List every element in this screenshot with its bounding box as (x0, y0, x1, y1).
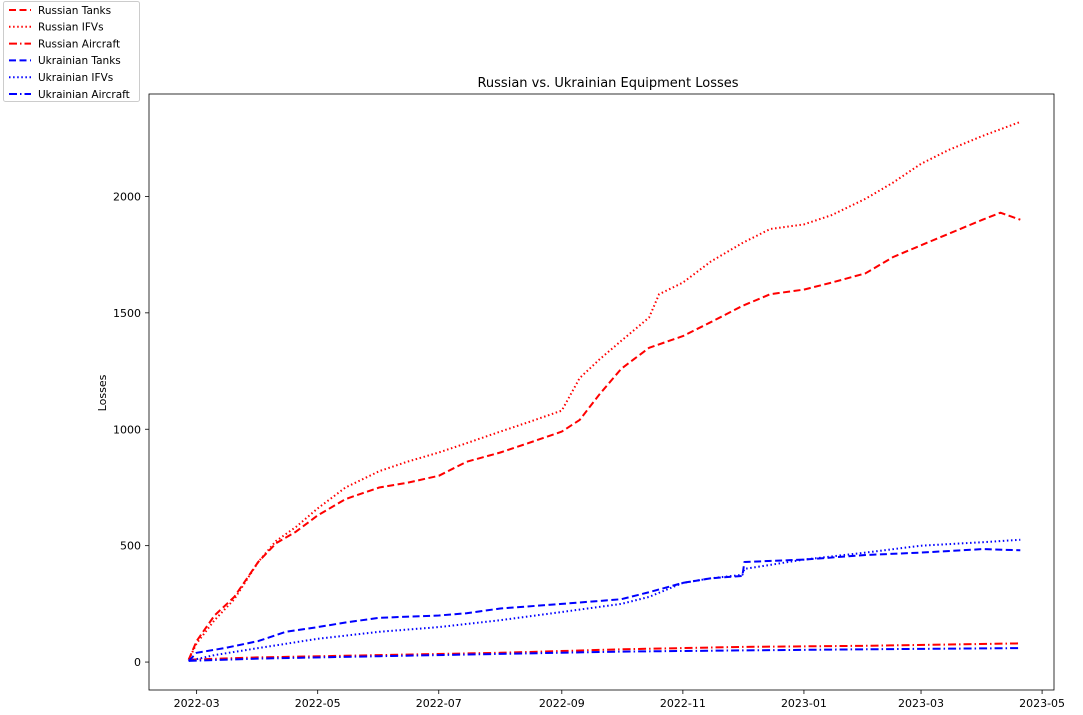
plot-area: 2022-03 2022-05 2022-07 2022-09 2022-11 2023-… (113, 93, 1065, 710)
series-line-3 (188, 642, 1021, 661)
x-tick-label-7: 2023-03 (898, 697, 944, 710)
y-tick-label-3: 1000 (113, 423, 141, 436)
series-line-6 (188, 647, 1021, 662)
x-tick-label-3: 2022-07 (416, 697, 462, 710)
legend-label-5: Ukrainian IFVs (38, 72, 113, 84)
legend-label-4: Ukrainian Tanks (38, 55, 121, 67)
y-tick-label-4: 1500 (113, 307, 141, 320)
x-tick-label-4: 2022-09 (539, 697, 585, 710)
x-tick-label-8: 2023-05 (1019, 697, 1065, 710)
series-line-2 (187, 120, 1021, 661)
chart-title: Russian vs. Ukrainian Equipment Losses (477, 76, 738, 91)
y-tick-label-5: 2000 (113, 190, 141, 203)
legend-box (3, 1, 140, 102)
series-line-4 (187, 548, 1021, 662)
y-axis-label: Losses (96, 374, 109, 411)
legend-label-1: Russian Tanks (38, 5, 111, 17)
x-tick-label-5: 2022-11 (660, 697, 706, 710)
legend-label-3: Russian Aircraft (38, 38, 120, 50)
series-line-1 (187, 211, 1021, 661)
legend: Russian Tanks Russian IFVs Russian Aircraf… (3, 1, 140, 102)
x-tick-label-6: 2023-01 (781, 697, 827, 710)
plot-frame (148, 93, 1055, 691)
x-tick-label-1: 2022-03 (174, 697, 220, 710)
y-tick-label-2: 500 (120, 540, 141, 553)
x-tick-label-2: 2022-05 (295, 697, 341, 710)
y-tick-label-1: 0 (134, 656, 141, 669)
legend-label-6: Ukrainian Aircraft (38, 89, 130, 101)
legend-label-2: Russian IFVs (38, 22, 104, 34)
